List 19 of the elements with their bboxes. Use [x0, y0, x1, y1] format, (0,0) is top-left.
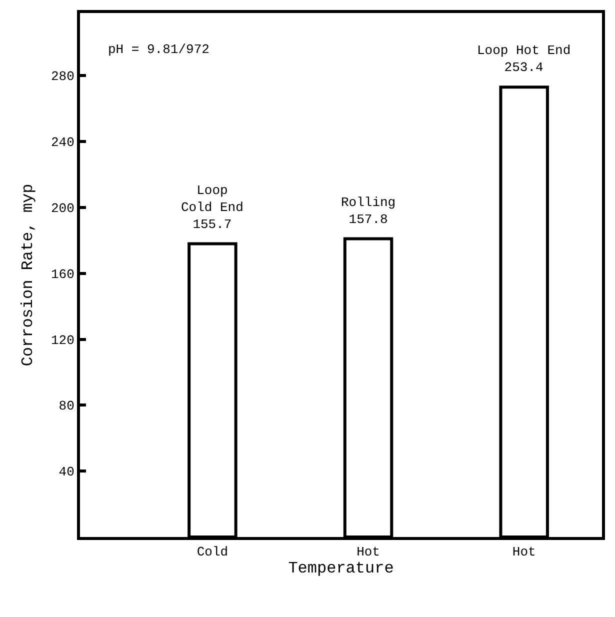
bar	[343, 237, 394, 537]
y-tick-label: 120	[50, 332, 74, 348]
y-tick-label: 200	[50, 200, 74, 216]
annotation: pH = 9.81/972	[108, 42, 210, 57]
annotation: Loop Cold End 155.7	[181, 183, 244, 232]
x-axis-title: Temperature	[288, 560, 394, 578]
annotation: Loop Hot End 253.4	[477, 43, 571, 75]
bar	[188, 242, 238, 537]
y-tick-label: 160	[50, 266, 74, 282]
y-tick-label: 280	[50, 69, 74, 84]
bar	[499, 86, 549, 537]
y-tick-label: 40	[58, 464, 74, 480]
y-axis-title: Corrosion Rate, myp	[18, 184, 37, 366]
x-tick-label: Hot	[512, 544, 536, 560]
y-tick-label: 80	[58, 398, 74, 414]
y-tick-label: 240	[50, 135, 74, 150]
annotation: Rolling 157.8	[341, 195, 396, 227]
x-tick-label: Hot	[356, 544, 380, 560]
x-tick-label: Cold	[196, 544, 228, 560]
